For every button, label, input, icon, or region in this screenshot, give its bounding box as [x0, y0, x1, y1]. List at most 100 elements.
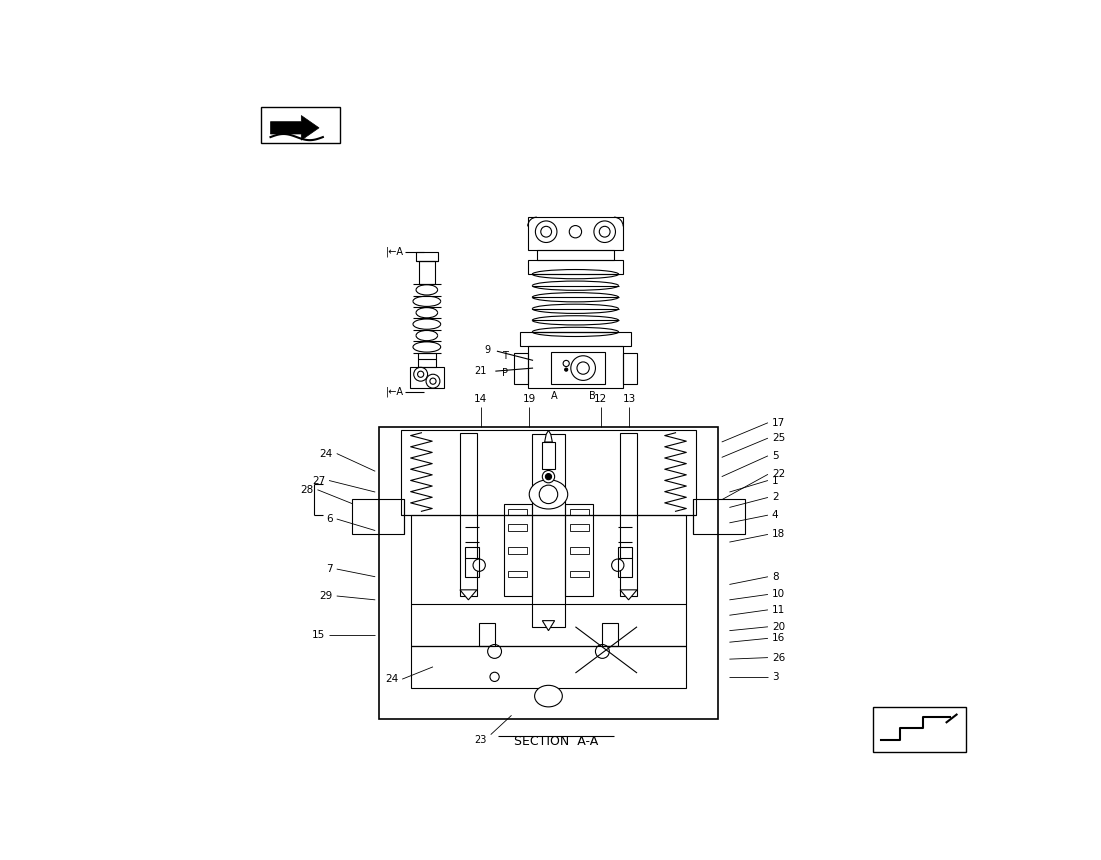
Circle shape — [414, 367, 427, 381]
Circle shape — [488, 644, 502, 659]
Bar — [412, 515, 686, 646]
Text: 4: 4 — [772, 510, 778, 520]
Text: 1: 1 — [772, 476, 778, 486]
Circle shape — [569, 225, 581, 238]
Bar — [873, 707, 966, 752]
Text: 26: 26 — [772, 653, 785, 662]
Ellipse shape — [535, 685, 563, 707]
Bar — [602, 623, 618, 646]
Bar — [532, 434, 566, 627]
Bar — [261, 107, 340, 144]
Circle shape — [535, 221, 557, 243]
Circle shape — [545, 474, 552, 480]
Circle shape — [612, 559, 624, 571]
Bar — [416, 252, 437, 261]
Text: 24: 24 — [319, 449, 333, 458]
Text: 9: 9 — [484, 345, 491, 354]
Text: 18: 18 — [772, 530, 785, 539]
Bar — [550, 352, 604, 384]
Text: 22: 22 — [772, 470, 785, 479]
Bar — [520, 332, 631, 346]
Text: 29: 29 — [319, 591, 333, 601]
Circle shape — [490, 673, 499, 681]
Bar — [419, 261, 435, 284]
Text: 11: 11 — [772, 605, 785, 615]
Text: 23: 23 — [475, 734, 487, 745]
Circle shape — [599, 226, 610, 237]
Bar — [570, 570, 589, 577]
Bar — [570, 548, 589, 554]
Text: 2: 2 — [772, 493, 778, 502]
Bar — [618, 548, 632, 577]
Text: 24: 24 — [385, 674, 399, 685]
Text: 14: 14 — [475, 394, 488, 403]
Bar — [509, 548, 527, 554]
Bar — [352, 499, 404, 534]
Circle shape — [563, 360, 569, 366]
Bar — [466, 548, 479, 577]
Bar — [543, 442, 555, 469]
Bar — [527, 346, 623, 388]
Text: |←A: |←A — [385, 247, 404, 257]
Bar — [509, 570, 527, 577]
Text: 17: 17 — [772, 418, 785, 427]
Circle shape — [417, 372, 424, 378]
Circle shape — [541, 226, 552, 237]
Bar — [509, 509, 527, 515]
Text: 13: 13 — [623, 394, 636, 403]
Text: 7: 7 — [326, 564, 333, 574]
Bar — [504, 504, 532, 596]
Circle shape — [543, 470, 555, 482]
Text: T: T — [502, 351, 508, 360]
Text: P: P — [502, 368, 508, 378]
Text: 16: 16 — [772, 633, 785, 643]
Text: 27: 27 — [312, 476, 325, 486]
Circle shape — [539, 485, 558, 504]
Text: 19: 19 — [523, 394, 536, 403]
Text: |←A: |←A — [385, 387, 404, 397]
Bar — [570, 525, 589, 531]
Bar — [570, 509, 589, 515]
Bar — [509, 525, 527, 531]
Bar — [694, 499, 745, 534]
Bar — [412, 646, 686, 688]
Bar — [410, 366, 444, 388]
Text: SECTION  A-A: SECTION A-A — [514, 734, 598, 747]
Circle shape — [596, 644, 609, 659]
Text: 25: 25 — [772, 433, 785, 443]
Text: 12: 12 — [595, 394, 608, 403]
Bar — [620, 433, 637, 596]
Bar — [537, 249, 614, 261]
Text: 6: 6 — [326, 514, 333, 524]
Circle shape — [426, 374, 440, 388]
Circle shape — [473, 559, 486, 571]
Circle shape — [429, 378, 436, 384]
Circle shape — [565, 368, 568, 372]
Ellipse shape — [530, 480, 568, 509]
Circle shape — [593, 221, 615, 243]
Bar — [527, 218, 623, 249]
Text: 10: 10 — [772, 589, 785, 599]
Polygon shape — [620, 590, 637, 600]
Text: B: B — [589, 390, 596, 401]
Circle shape — [577, 362, 589, 374]
Text: 20: 20 — [772, 622, 785, 632]
Text: A: A — [550, 390, 557, 401]
Bar — [514, 353, 527, 384]
Bar — [623, 353, 637, 384]
Text: 3: 3 — [772, 672, 778, 682]
Circle shape — [570, 356, 596, 380]
Polygon shape — [460, 590, 477, 600]
Polygon shape — [545, 431, 553, 442]
Bar — [479, 623, 494, 646]
Text: 28: 28 — [301, 485, 314, 494]
Bar — [401, 431, 696, 515]
Bar — [566, 504, 593, 596]
Text: 21: 21 — [475, 366, 487, 376]
Bar — [460, 433, 477, 596]
Bar — [379, 427, 718, 719]
Text: 15: 15 — [312, 630, 325, 640]
Bar — [527, 261, 623, 274]
Polygon shape — [543, 621, 555, 630]
Polygon shape — [271, 115, 319, 140]
